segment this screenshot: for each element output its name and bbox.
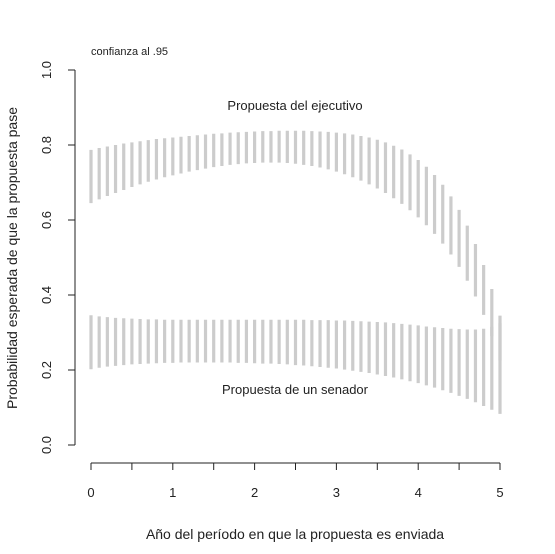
y-axis-label: Probabilidad esperada de que la propuest… bbox=[4, 107, 20, 409]
series-senador-bars bbox=[89, 315, 502, 414]
x-tick-label: 1 bbox=[169, 485, 176, 500]
y-axis-ticks: 0.0 0.2 0.4 0.6 0.8 1.0 bbox=[39, 61, 75, 454]
x-tick-label: 0 bbox=[87, 485, 94, 500]
x-tick-label: 4 bbox=[415, 485, 422, 500]
series-label-ejecutivo: Propuesta del ejecutivo bbox=[227, 98, 362, 113]
y-tick-label: 0.6 bbox=[39, 211, 54, 229]
x-tick-label: 5 bbox=[496, 485, 503, 500]
chart-note: confianza al .95 bbox=[91, 46, 168, 58]
x-tick-label: 3 bbox=[333, 485, 340, 500]
y-tick-label: 0.4 bbox=[39, 286, 54, 304]
x-axis-label: Año del período en que la propuesta es e… bbox=[146, 526, 444, 542]
series-ejecutivo-bars bbox=[89, 130, 502, 361]
x-tick-label: 2 bbox=[251, 485, 258, 500]
y-tick-label: 1.0 bbox=[39, 61, 54, 79]
series-label-senador: Propuesta de un senador bbox=[222, 382, 369, 397]
y-tick-label: 0.2 bbox=[39, 361, 54, 379]
y-tick-label: 0.8 bbox=[39, 136, 54, 154]
y-tick-label: 0.0 bbox=[39, 436, 54, 454]
x-axis-ticks: 0 1 2 3 4 5 bbox=[87, 463, 504, 500]
